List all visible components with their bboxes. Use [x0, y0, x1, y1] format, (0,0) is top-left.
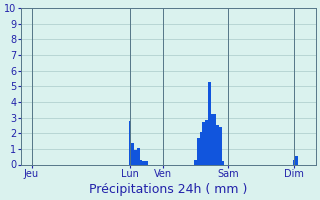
- Bar: [140, 160, 142, 164]
- X-axis label: Précipitations 24h ( mm ): Précipitations 24h ( mm ): [89, 183, 247, 196]
- Bar: [213, 114, 216, 164]
- Bar: [208, 82, 211, 164]
- Bar: [142, 161, 145, 164]
- Bar: [216, 125, 219, 164]
- Bar: [205, 120, 208, 164]
- Bar: [197, 138, 200, 164]
- Bar: [137, 148, 140, 164]
- Bar: [219, 127, 221, 164]
- Bar: [129, 121, 131, 164]
- Bar: [131, 143, 134, 164]
- Bar: [292, 160, 295, 164]
- Bar: [145, 161, 148, 164]
- Bar: [295, 156, 298, 164]
- Bar: [134, 150, 137, 164]
- Bar: [211, 114, 213, 164]
- Bar: [200, 132, 202, 164]
- Bar: [221, 161, 224, 164]
- Bar: [202, 122, 205, 164]
- Bar: [194, 160, 197, 164]
